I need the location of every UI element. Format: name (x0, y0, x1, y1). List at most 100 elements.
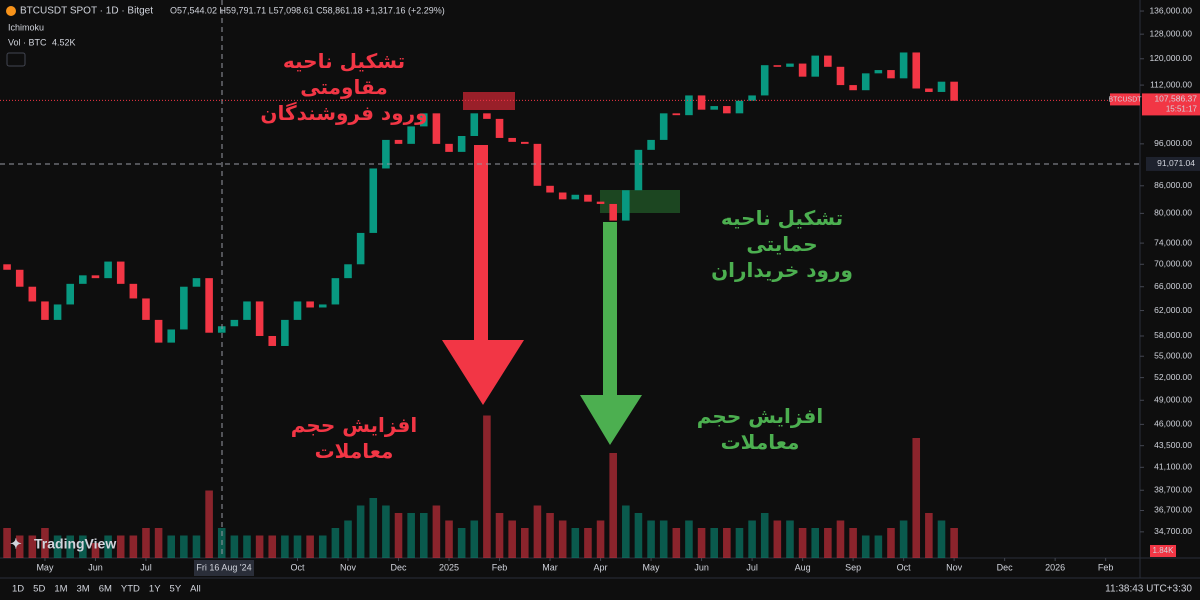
candle-body (735, 100, 744, 114)
volume-value: 4.52K (52, 37, 76, 47)
candle-body (672, 113, 681, 116)
volume-bar (470, 520, 479, 558)
candle-body (811, 55, 820, 77)
candle-body (824, 55, 832, 67)
volume-bar (306, 535, 314, 558)
candle-body (508, 137, 516, 142)
support-zone (600, 190, 680, 213)
volume-bar (697, 528, 706, 558)
volume-bar (116, 535, 125, 558)
volume-bar (634, 513, 643, 558)
candle-body (79, 275, 87, 284)
volume-bar (811, 528, 820, 558)
candle-body (874, 70, 883, 74)
volume-bar (407, 513, 415, 558)
timeframe-button[interactable]: 5D (33, 584, 45, 595)
timeframe-button[interactable]: 1M (54, 584, 67, 595)
volume-bar (912, 438, 921, 558)
timeframe-button[interactable]: 6M (99, 584, 112, 595)
candle-body (798, 63, 807, 77)
annotation-line: ورود فروشندگان (260, 101, 428, 125)
candle-body (142, 298, 150, 320)
x-tick-label: Apr (594, 562, 608, 572)
x-tick-label: Jul (140, 562, 152, 572)
volume-bar (192, 535, 201, 558)
candle-body (925, 88, 933, 92)
x-tick-label: Sep (845, 562, 861, 572)
volume-bar (571, 528, 580, 558)
volume-bar (748, 520, 756, 558)
candle-body (849, 85, 857, 91)
brand-logo: ✦ (10, 536, 22, 552)
candle-body (584, 194, 592, 202)
annotation-line: ورود خریداران (711, 258, 853, 282)
x-tick-label: Dec (997, 562, 1014, 572)
candle-body (861, 73, 870, 91)
candle-body (217, 326, 226, 333)
candle-body (394, 139, 403, 144)
ohlc-legend: O57,544.02 H59,791.71 L57,098.61 C58,861… (170, 5, 445, 15)
x-tick-label: Feb (1098, 562, 1114, 572)
candle-body (760, 65, 769, 96)
volume-bar (849, 528, 857, 558)
candle-body (369, 168, 378, 233)
volume-bar (495, 513, 504, 558)
y-tick-label: 46,000.00 (1154, 419, 1192, 429)
y-tick-label: 41,100.00 (1154, 462, 1192, 472)
y-tick-label: 62,000.00 (1154, 305, 1192, 315)
x-tick-label: Oct (897, 562, 912, 572)
candle-body (382, 139, 390, 169)
candle-body (15, 269, 24, 287)
support-annotation: تشکیل ناحیه حمایتی ورود خریداران (682, 205, 882, 283)
volume-bar (533, 505, 542, 558)
timeframe-button[interactable]: 3M (77, 584, 90, 595)
volume-bar (41, 528, 49, 558)
candle-body (28, 286, 37, 302)
volume-bar (356, 505, 365, 558)
candle-body (836, 66, 845, 86)
x-tick-label: Nov (340, 562, 357, 572)
volume-bar (382, 505, 390, 558)
candle-body (3, 264, 11, 270)
price-box (1142, 93, 1200, 116)
volume-bar (293, 535, 302, 558)
volume-bar (710, 528, 718, 558)
candle-body (167, 329, 176, 343)
candle-body (445, 143, 453, 152)
volume-last-box (1150, 545, 1176, 557)
timeframe-button[interactable]: YTD (121, 584, 140, 595)
candle-body (521, 141, 529, 144)
candle-body (407, 126, 415, 144)
candle-body (192, 278, 201, 287)
candle-body (470, 113, 479, 136)
resistance-zone (463, 92, 515, 110)
volume-bar (230, 535, 239, 558)
collapse-button[interactable] (6, 52, 26, 67)
candle-body (546, 185, 554, 193)
y-tick-label: 58,000.00 (1154, 330, 1192, 340)
candle-body (723, 106, 731, 114)
candle-body (483, 113, 491, 119)
volume-bar (622, 505, 630, 558)
y-tick-label: 36,700.00 (1154, 505, 1192, 515)
candle-body (255, 301, 264, 336)
volume-bar (281, 535, 289, 558)
candle-body (331, 278, 340, 305)
volume-bar (521, 528, 529, 558)
timeframe-button[interactable]: 1D (12, 584, 24, 595)
timeframe-button[interactable]: 5Y (170, 584, 182, 595)
volume-bar (457, 528, 466, 558)
timeframe-button[interactable]: 1Y (149, 584, 161, 595)
candle-body (495, 118, 504, 138)
candle-body (912, 52, 921, 89)
x-tick-label: Jun (88, 562, 103, 572)
crosshair-price: 91,071.04 (1157, 158, 1195, 168)
volume-bar (685, 520, 693, 558)
volume-bar (369, 498, 378, 558)
timeframe-button[interactable]: All (190, 584, 201, 595)
candle-body (622, 190, 630, 221)
price-symbol-box (1110, 93, 1140, 106)
y-tick-label: 52,000.00 (1154, 372, 1192, 382)
candle-body (66, 283, 74, 305)
